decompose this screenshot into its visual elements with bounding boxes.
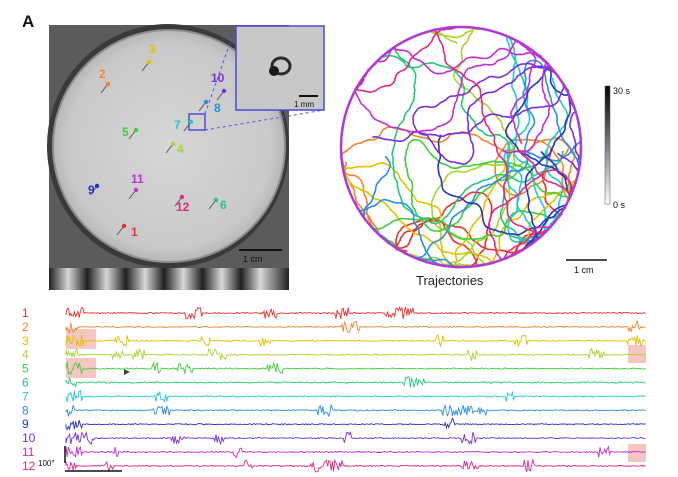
trace-5 — [65, 361, 646, 376]
fish-marker-8 — [203, 99, 209, 105]
arena-scale-label: 1 cm — [243, 254, 263, 264]
trace-label-4: 4 — [22, 348, 29, 362]
trace-label-9: 9 — [22, 417, 29, 431]
fish-marker-7 — [188, 119, 194, 125]
panel-letter: A — [22, 12, 35, 31]
trajectory-boundary — [339, 25, 583, 269]
trace-label-11: 11 — [22, 445, 35, 459]
trace-10 — [65, 430, 646, 446]
fish-marker-11 — [133, 187, 139, 193]
fish-label-2: 2 — [99, 67, 106, 81]
trace-label-7: 7 — [22, 389, 29, 403]
fish-label-10: 10 — [211, 71, 225, 85]
fish-marker-3 — [146, 59, 152, 65]
fish-marker-4 — [170, 141, 176, 147]
trace-9 — [65, 417, 646, 431]
fish-marker-12 — [179, 194, 185, 200]
trace-label-10: 10 — [22, 431, 36, 445]
trajectory-5 — [371, 138, 573, 252]
trajectories-panel: 30 s 0 s 1 cm — [339, 25, 631, 275]
trace-label-6: 6 — [22, 376, 29, 390]
trace-label-5: 5 — [22, 362, 29, 376]
fish-label-5: 5 — [122, 125, 129, 139]
trace-label-12: 12 — [22, 459, 36, 473]
fish-label-4: 4 — [177, 142, 184, 156]
highlight-block-2 — [66, 358, 96, 378]
trajectory-3 — [341, 147, 577, 269]
inset-scale-label: 1 mm — [294, 100, 314, 109]
trace-3 — [65, 334, 646, 348]
inset-zoom — [235, 25, 325, 111]
fish-label-9: 9 — [88, 183, 95, 197]
trajectory-2 — [339, 126, 576, 237]
trace-4 — [65, 347, 646, 361]
fish-label-7: 7 — [174, 118, 181, 132]
highlight-block-3 — [628, 345, 646, 363]
trajectory-9 — [437, 60, 573, 251]
trajectory-12 — [355, 25, 573, 261]
fish-marker-5 — [133, 127, 139, 133]
fish-marker-10 — [221, 88, 227, 94]
fish-marker-9 — [94, 183, 100, 189]
trajectory-4 — [404, 27, 531, 268]
fish-marker-2 — [105, 81, 111, 87]
fish-label-1: 1 — [131, 225, 138, 239]
trace-2 — [65, 319, 646, 334]
colorbar-bottom-label: 0 s — [613, 200, 626, 210]
fish-label-3: 3 — [149, 42, 156, 56]
trace-6 — [65, 376, 646, 389]
trace-12 — [65, 458, 646, 473]
trajectory-8 — [359, 59, 582, 269]
angle-scale-label: 100° — [38, 459, 55, 468]
trace-label-3: 3 — [22, 334, 29, 348]
trace-label-8: 8 — [22, 403, 29, 417]
highlight-block-4 — [628, 444, 646, 462]
fish-label-6: 6 — [220, 198, 227, 212]
trace-label-1: 1 — [22, 306, 29, 320]
trajectory-11 — [354, 40, 551, 154]
trajectory-scale-label: 1 cm — [574, 265, 594, 275]
fish-label-12: 12 — [176, 200, 190, 214]
trace-11 — [65, 445, 646, 459]
time-colorbar — [604, 85, 611, 205]
trace-8 — [65, 404, 646, 418]
fish-label-11: 11 — [131, 172, 144, 186]
trace-7 — [65, 389, 646, 404]
fish-marker-6 — [213, 197, 219, 203]
fish-marker-1 — [121, 223, 127, 229]
colorbar-top-label: 30 s — [613, 86, 631, 96]
fish-label-8: 8 — [214, 101, 221, 115]
trace-label-2: 2 — [22, 320, 29, 334]
trace-1 — [65, 306, 646, 321]
arrow-marker — [124, 369, 130, 375]
trajectories-title: Trajectories — [416, 273, 484, 288]
